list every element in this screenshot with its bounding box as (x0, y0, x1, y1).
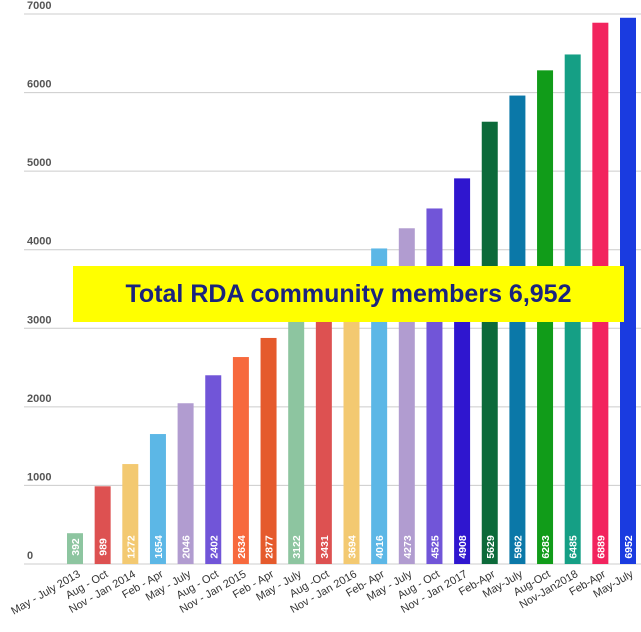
bar-value-label: 5962 (512, 535, 524, 559)
y-axis-ticks: 0 1000 2000 3000 4000 5000 6000 7000 (27, 0, 51, 562)
y-tick-label: 1000 (27, 471, 51, 483)
bar-value-label: 4908 (457, 535, 469, 559)
y-tick-label: 6000 (27, 79, 51, 91)
bar (94, 486, 111, 564)
bar-value-label: 392 (70, 538, 82, 556)
bar-value-label: 3122 (291, 535, 303, 559)
bar (288, 318, 305, 564)
bar-value-label: 2634 (236, 535, 248, 559)
bar (454, 178, 471, 564)
y-tick-label: 2000 (27, 393, 51, 405)
bar (426, 208, 443, 564)
total-members-banner: Total RDA community members 6,952 (73, 266, 624, 322)
bar-value-label: 2402 (208, 535, 220, 559)
y-tick-label: 5000 (27, 157, 51, 169)
bar-value-label: 3694 (347, 535, 359, 559)
bar (260, 337, 277, 564)
bar-value-label: 6485 (568, 535, 580, 559)
bar (205, 375, 222, 564)
bar-value-label: 6283 (540, 535, 552, 559)
bar-value-label: 2877 (264, 535, 276, 559)
bar (67, 533, 83, 564)
bar-value-label: 2046 (181, 535, 193, 559)
bar-value-label: 4016 (374, 535, 386, 559)
bar (177, 403, 194, 564)
bar (149, 434, 166, 564)
y-tick-label: 7000 (27, 0, 51, 12)
y-tick-label: 4000 (27, 236, 51, 248)
bar-value-label: 3431 (319, 535, 331, 559)
bar (371, 248, 388, 564)
bar-value-label: 4273 (402, 535, 414, 559)
bar (481, 121, 498, 564)
bar (620, 17, 636, 565)
bar (232, 357, 249, 564)
data-labels: 392 989 1272 1654 2046 2402 2634 2877 3122 3431 36… (70, 535, 635, 559)
bar (509, 95, 526, 565)
bar-value-label: 6889 (595, 535, 607, 559)
bar-value-label: 1654 (153, 535, 165, 559)
y-tick-label: 3000 (27, 314, 51, 326)
bar-value-label: 4525 (429, 535, 441, 559)
bar-value-label: 1272 (125, 535, 137, 559)
bar (315, 294, 332, 564)
bar-value-label: 989 (98, 538, 110, 556)
bar-value-label: 6952 (623, 535, 635, 559)
bar-value-label: 5629 (485, 535, 497, 559)
bar (122, 464, 139, 564)
bar (343, 273, 360, 564)
y-tick-label: 0 (27, 550, 33, 562)
